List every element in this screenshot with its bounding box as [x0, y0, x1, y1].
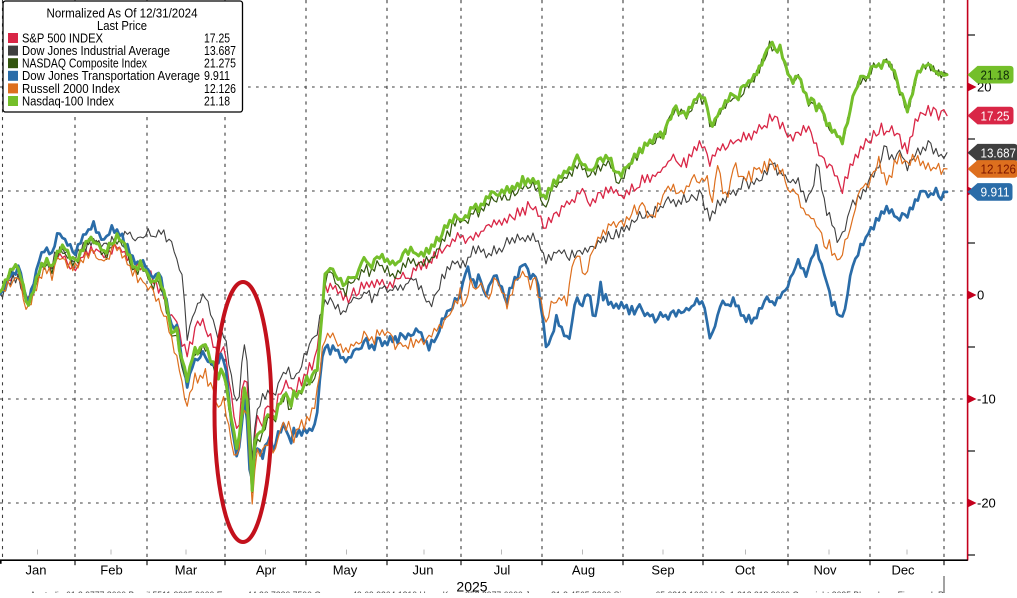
- svg-text:Dec: Dec: [891, 563, 915, 578]
- svg-text:13.687: 13.687: [204, 44, 236, 58]
- svg-text:Dow Jones Industrial Average: Dow Jones Industrial Average: [22, 44, 170, 58]
- svg-text:Last Price: Last Price: [97, 18, 147, 33]
- svg-text:13.687: 13.687: [981, 145, 1017, 160]
- svg-text:2025: 2025: [456, 579, 487, 594]
- svg-text:Feb: Feb: [100, 563, 122, 578]
- svg-text:Dow Jones Transportation Avera: Dow Jones Transportation Average: [22, 69, 200, 83]
- svg-text:NASDAQ Composite Index: NASDAQ Composite Index: [22, 57, 148, 71]
- svg-text:-20: -20: [977, 496, 996, 511]
- svg-text:Oct: Oct: [735, 563, 756, 578]
- svg-text:Russell 2000 Index: Russell 2000 Index: [22, 82, 121, 96]
- svg-text:9.911: 9.911: [204, 69, 230, 83]
- svg-text:17.25: 17.25: [981, 108, 1010, 123]
- svg-text:Mar: Mar: [175, 563, 198, 578]
- svg-text:May: May: [333, 563, 358, 578]
- svg-text:Jul: Jul: [494, 563, 511, 578]
- svg-text:Aug: Aug: [572, 563, 595, 578]
- svg-text:Nasdaq-100 Index: Nasdaq-100 Index: [22, 94, 115, 108]
- svg-text:S&P 500 INDEX: S&P 500 INDEX: [22, 31, 104, 45]
- svg-text:21.18: 21.18: [981, 67, 1010, 82]
- svg-text:12.126: 12.126: [204, 82, 236, 96]
- svg-text:Sep: Sep: [651, 563, 674, 578]
- svg-text:Apr: Apr: [256, 563, 277, 578]
- svg-text:Jun: Jun: [413, 563, 434, 578]
- svg-text:12.126: 12.126: [981, 162, 1017, 177]
- svg-text:21.275: 21.275: [204, 57, 236, 71]
- svg-text:Nov: Nov: [813, 563, 837, 578]
- svg-text:9.911: 9.911: [981, 185, 1010, 200]
- svg-text:-10: -10: [977, 392, 996, 407]
- svg-text:0: 0: [977, 288, 984, 303]
- svg-text:17.25: 17.25: [204, 31, 230, 45]
- svg-text:21.18: 21.18: [204, 94, 230, 108]
- svg-text:Normalized As Of 12/31/2024: Normalized As Of 12/31/2024: [47, 6, 198, 21]
- svg-text:Jan: Jan: [26, 563, 47, 578]
